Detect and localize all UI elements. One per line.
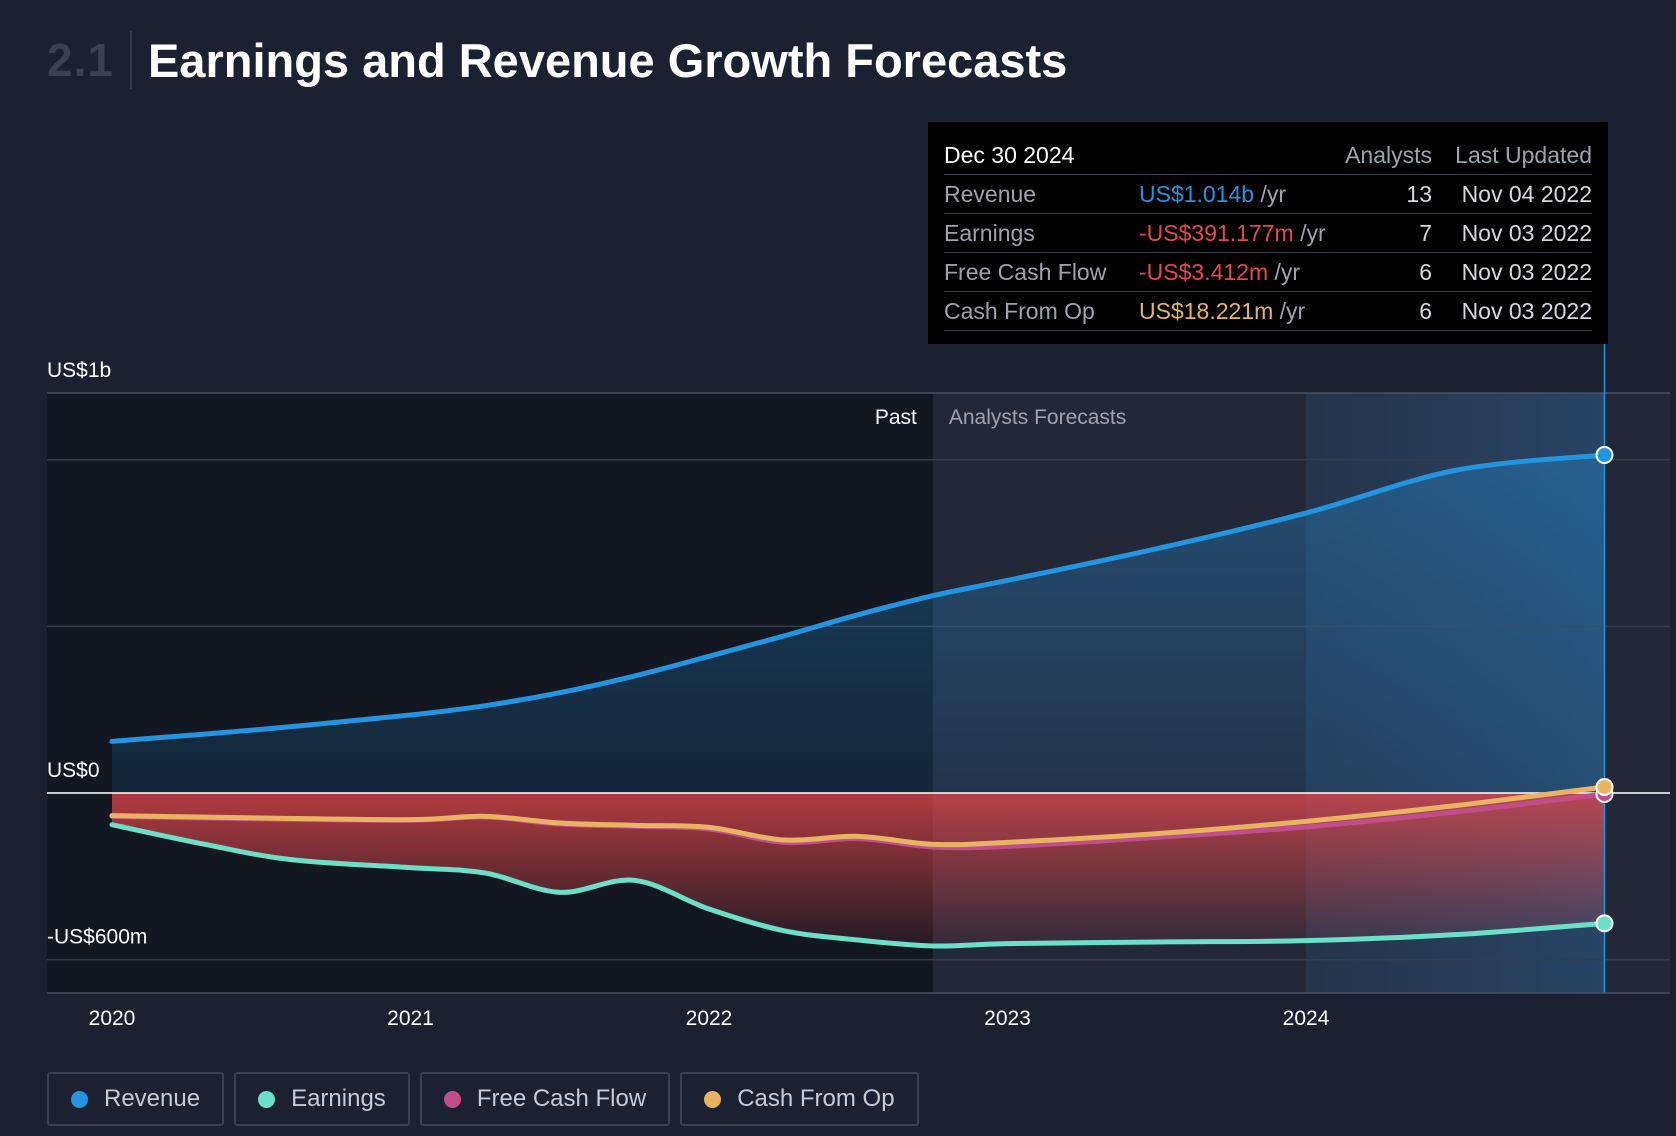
- tooltip-unit: /yr: [1300, 219, 1326, 246]
- tooltip-value: US$18.221m: [1139, 297, 1274, 324]
- tooltip-col-updated: Last Updated: [1432, 136, 1592, 175]
- series-endpoint-cash-from-op: [1595, 778, 1614, 797]
- tooltip-row-updated: Nov 03 2022: [1432, 252, 1592, 292]
- legend-item-earnings[interactable]: Earnings: [234, 1072, 410, 1126]
- tooltip-value: US$1.014b: [1139, 180, 1255, 207]
- series-line-earnings: [109, 822, 1607, 949]
- forecast-label: Analysts Forecasts: [949, 406, 1126, 429]
- past-label: Past: [875, 406, 917, 429]
- tooltip-row-updated: Nov 03 2022: [1432, 291, 1592, 331]
- tooltip-unit: /yr: [1279, 297, 1306, 324]
- x-tick-label: 2020: [89, 1007, 136, 1030]
- tooltip-row: Free Cash Flow -US$3.412m /yr 6 Nov 03 2022: [944, 252, 1592, 292]
- tooltip-row-label: Revenue: [944, 174, 1139, 214]
- legend-label: Cash From Op: [737, 1085, 895, 1112]
- tooltip-row: Cash From Op US$18.221m /yr 6 Nov 03 2022: [944, 291, 1592, 331]
- tooltip-row-label: Free Cash Flow: [944, 252, 1139, 292]
- tooltip-header-row: Dec 30 2024 Analysts Last Updated: [944, 136, 1592, 175]
- legend-item-revenue[interactable]: Revenue: [47, 1072, 225, 1126]
- legend-item-free-cash-flow[interactable]: Free Cash Flow: [419, 1072, 671, 1126]
- tooltip-row-label: Cash From Op: [944, 291, 1139, 331]
- tooltip-unit: /yr: [1260, 180, 1287, 207]
- tooltip-unit: /yr: [1274, 258, 1301, 285]
- tooltip-row-analysts: 13: [1345, 174, 1432, 214]
- revenue-area: [112, 455, 1605, 793]
- tooltip-date: Dec 30 2024: [944, 136, 1346, 175]
- y-tick-label: -US$600m: [47, 926, 147, 949]
- tooltip-row-analysts: 6: [1345, 291, 1432, 331]
- x-tick-label: 2024: [1283, 1007, 1330, 1030]
- tooltip-col-analysts: Analysts: [1345, 136, 1432, 175]
- page-title: Earnings and Revenue Growth Forecasts: [147, 33, 1068, 87]
- legend-label: Free Cash Flow: [476, 1085, 647, 1112]
- legend-dot-icon: [71, 1090, 88, 1108]
- tooltip-row-analysts: 6: [1345, 252, 1432, 292]
- section-header: 2.1 Earnings and Revenue Growth Forecast…: [47, 28, 1067, 92]
- legend-dot-icon: [443, 1090, 461, 1108]
- tooltip-row-label: Earnings: [944, 213, 1139, 253]
- tooltip-row-analysts: 7: [1345, 213, 1432, 253]
- legend-item-cash-from-op[interactable]: Cash From Op: [680, 1072, 919, 1126]
- series-line-cash-from-op: [109, 784, 1607, 848]
- tooltip-row: Earnings -US$391.177m /yr 7 Nov 03 2022: [944, 213, 1592, 253]
- series-endpoint-earnings: [1595, 914, 1614, 933]
- tooltip-row-value: US$1.014b /yr: [1139, 174, 1346, 214]
- x-tick-label: 2023: [984, 1007, 1031, 1030]
- legend-label: Earnings: [291, 1085, 386, 1112]
- section-number: 2.1: [47, 34, 114, 86]
- x-tick-label: 2022: [686, 1007, 733, 1030]
- chart-legend: Revenue Earnings Free Cash Flow Cash From O…: [47, 1072, 919, 1126]
- y-tick-label: US$0: [47, 759, 100, 782]
- tooltip-value: -US$3.412m: [1139, 258, 1269, 285]
- x-tick-label: 2021: [387, 1007, 434, 1030]
- chart-tooltip: Dec 30 2024 Analysts Last Updated Revenu…: [928, 122, 1608, 344]
- series-line-revenue: [109, 452, 1607, 744]
- tooltip-row-updated: Nov 04 2022: [1432, 174, 1592, 214]
- tooltip-row-value: -US$391.177m /yr: [1139, 213, 1346, 253]
- tooltip-row: Revenue US$1.014b /yr 13 Nov 04 2022: [944, 174, 1592, 214]
- tooltip-row-value: US$18.221m /yr: [1139, 291, 1346, 331]
- tooltip-row-updated: Nov 03 2022: [1432, 213, 1592, 253]
- legend-dot-icon: [258, 1090, 276, 1108]
- growth-forecast-chart[interactable]: US$1b US$0 -US$600m 2020 2021 2022 2023 2024 Pas…: [0, 0, 1676, 1060]
- y-tick-label: US$1b: [47, 359, 111, 382]
- legend-dot-icon: [704, 1090, 722, 1108]
- tooltip-value: -US$391.177m: [1139, 219, 1294, 246]
- legend-label: Revenue: [104, 1085, 201, 1112]
- tooltip-row-value: -US$3.412m /yr: [1139, 252, 1346, 292]
- series-endpoint-revenue: [1595, 446, 1614, 465]
- tooltip-table: Dec 30 2024 Analysts Last Updated Revenu…: [944, 136, 1592, 331]
- header-divider: [129, 31, 132, 89]
